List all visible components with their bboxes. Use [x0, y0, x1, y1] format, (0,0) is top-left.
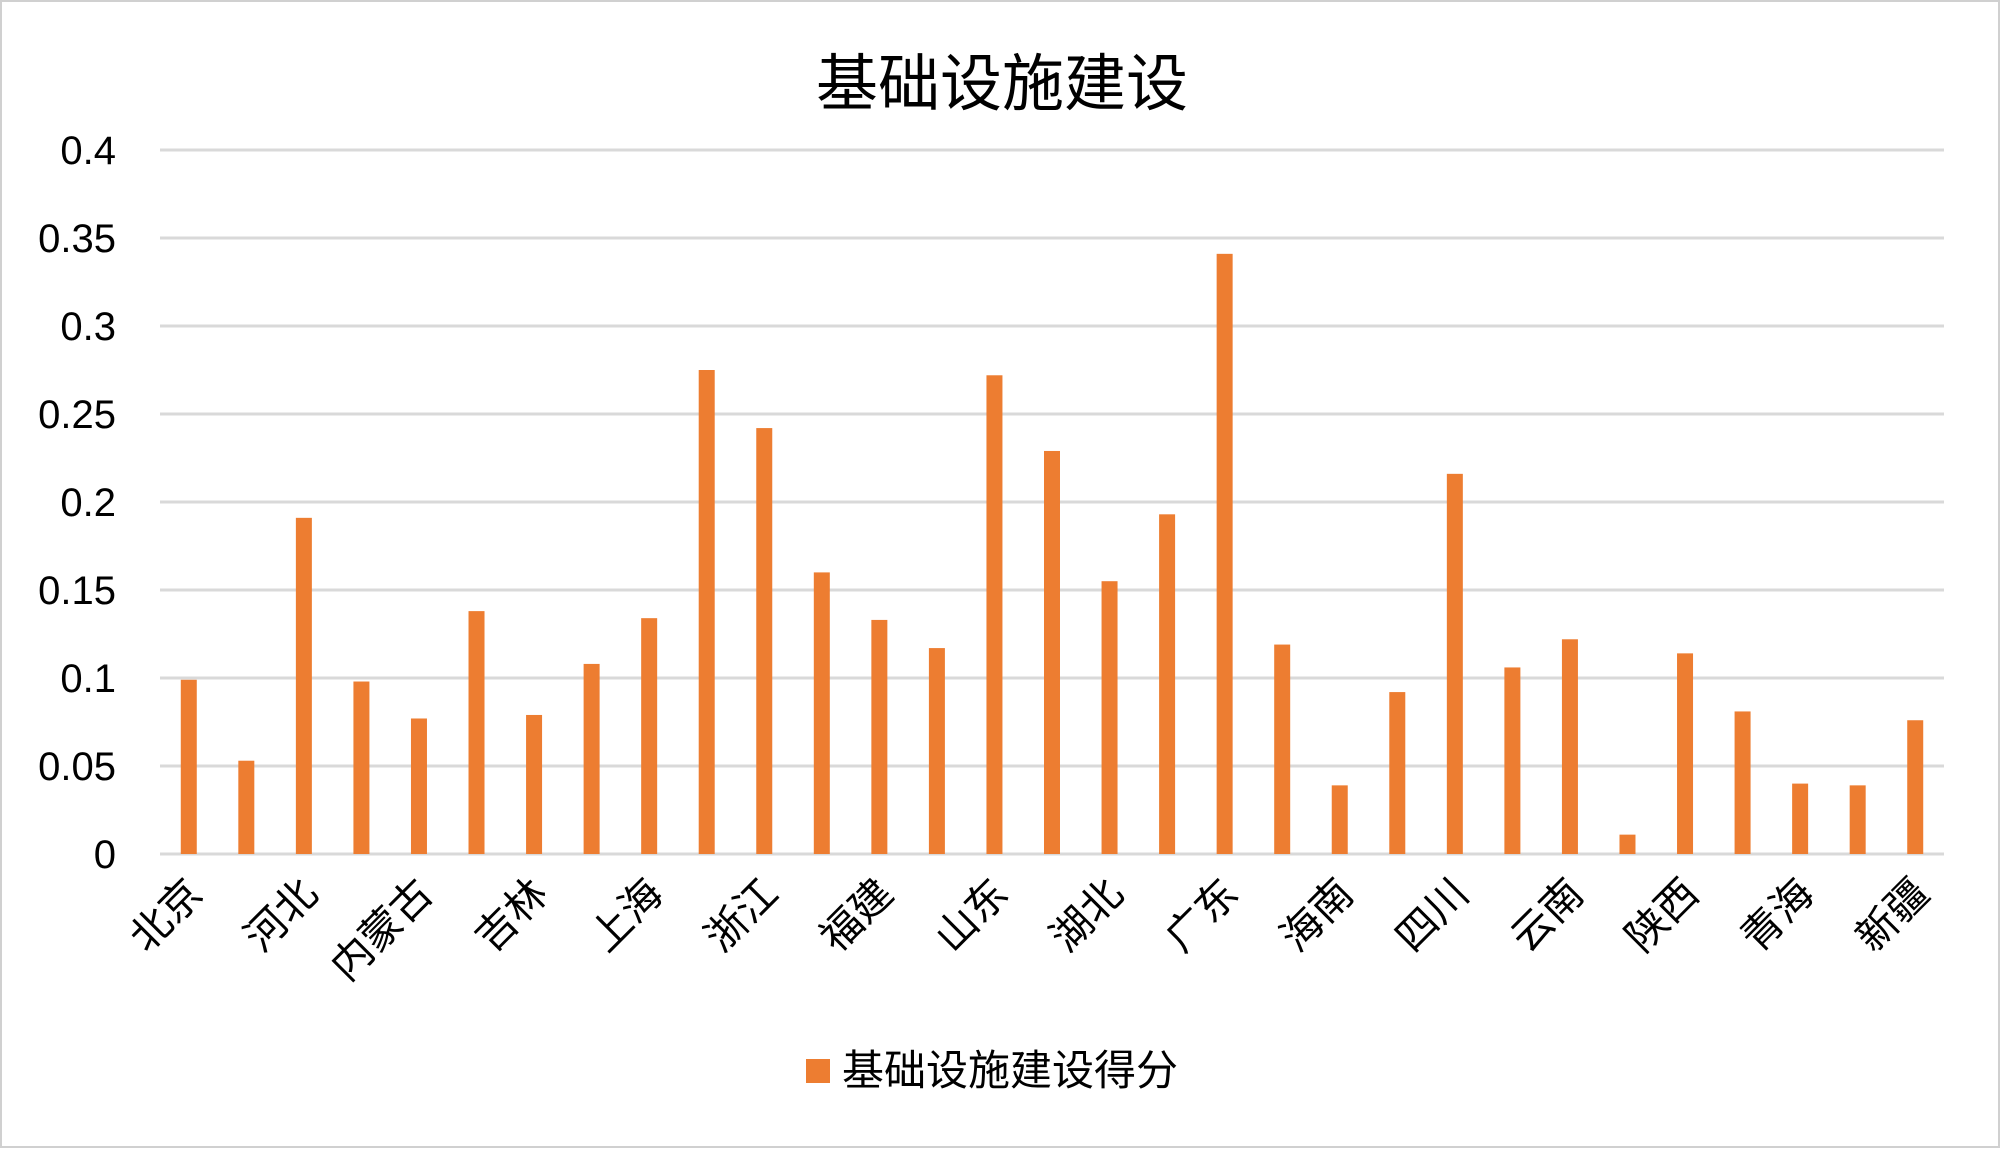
x-tick-label: 云南 — [1501, 869, 1593, 961]
bar — [295, 517, 312, 854]
bar — [698, 370, 715, 854]
x-tick-label: 海南 — [1271, 869, 1363, 961]
y-axis-ticks: 0 0.05 0.1 0.15 0.2 0.25 0.3 0.35 0.4 — [38, 129, 116, 877]
x-tick-label: 福建 — [811, 869, 903, 961]
bar — [1677, 653, 1694, 854]
bar — [641, 618, 658, 854]
x-tick-label: 湖北 — [1041, 869, 1133, 961]
y-tick-label: 0.2 — [60, 481, 116, 525]
bar — [526, 714, 543, 854]
x-tick-label: 吉林 — [465, 869, 557, 961]
bar — [1619, 834, 1636, 854]
bar — [238, 760, 255, 854]
bar-layer — [180, 253, 1924, 855]
y-tick-label: 0.05 — [38, 745, 116, 789]
x-tick-label: 陕西 — [1616, 869, 1708, 961]
y-tick-label: 0.15 — [38, 569, 116, 613]
legend: 基础设施建设得分 — [806, 1046, 1178, 1095]
y-tick-label: 0.25 — [38, 393, 116, 437]
x-tick-label: 新疆 — [1846, 869, 1938, 961]
bar — [1159, 514, 1176, 854]
x-tick-label: 浙江 — [695, 869, 787, 961]
bar — [583, 663, 600, 854]
bar — [1044, 450, 1060, 854]
legend-label: 基础设施建设得分 — [842, 1046, 1178, 1095]
x-tick-label: 山东 — [926, 869, 1018, 961]
bar — [1389, 692, 1406, 854]
legend-swatch — [806, 1059, 830, 1083]
bar — [1907, 720, 1924, 854]
y-tick-label: 0.4 — [60, 129, 116, 173]
x-tick-label: 河北 — [235, 869, 327, 961]
bar — [928, 648, 945, 854]
x-tick-label: 上海 — [580, 869, 672, 961]
x-tick-label: 广东 — [1156, 869, 1248, 961]
bar — [353, 681, 370, 854]
bar — [1446, 473, 1463, 854]
y-tick-label: 0.3 — [60, 305, 116, 349]
x-tick-label: 内蒙古 — [321, 869, 442, 990]
x-tick-label: 青海 — [1731, 869, 1823, 961]
bar — [986, 375, 1003, 854]
y-tick-label: 0 — [94, 833, 116, 877]
bar — [1849, 785, 1866, 854]
bar — [871, 619, 888, 854]
bar — [1331, 785, 1348, 854]
bar — [813, 572, 830, 854]
y-tick-label: 0.35 — [38, 217, 116, 261]
bar — [1792, 783, 1809, 854]
bar — [1734, 711, 1751, 854]
chart-title: 基础设施建设 — [816, 47, 1188, 120]
bar — [1561, 639, 1578, 854]
bar — [180, 679, 197, 854]
bar — [410, 718, 427, 854]
y-tick-label: 0.1 — [60, 657, 116, 701]
bar — [468, 611, 485, 854]
bar — [1216, 253, 1233, 855]
x-tick-label: 四川 — [1386, 869, 1478, 961]
x-tick-label: 北京 — [120, 869, 212, 961]
bar — [1274, 644, 1291, 854]
bar — [1101, 581, 1118, 854]
bar — [1504, 667, 1521, 854]
bar — [756, 428, 773, 854]
